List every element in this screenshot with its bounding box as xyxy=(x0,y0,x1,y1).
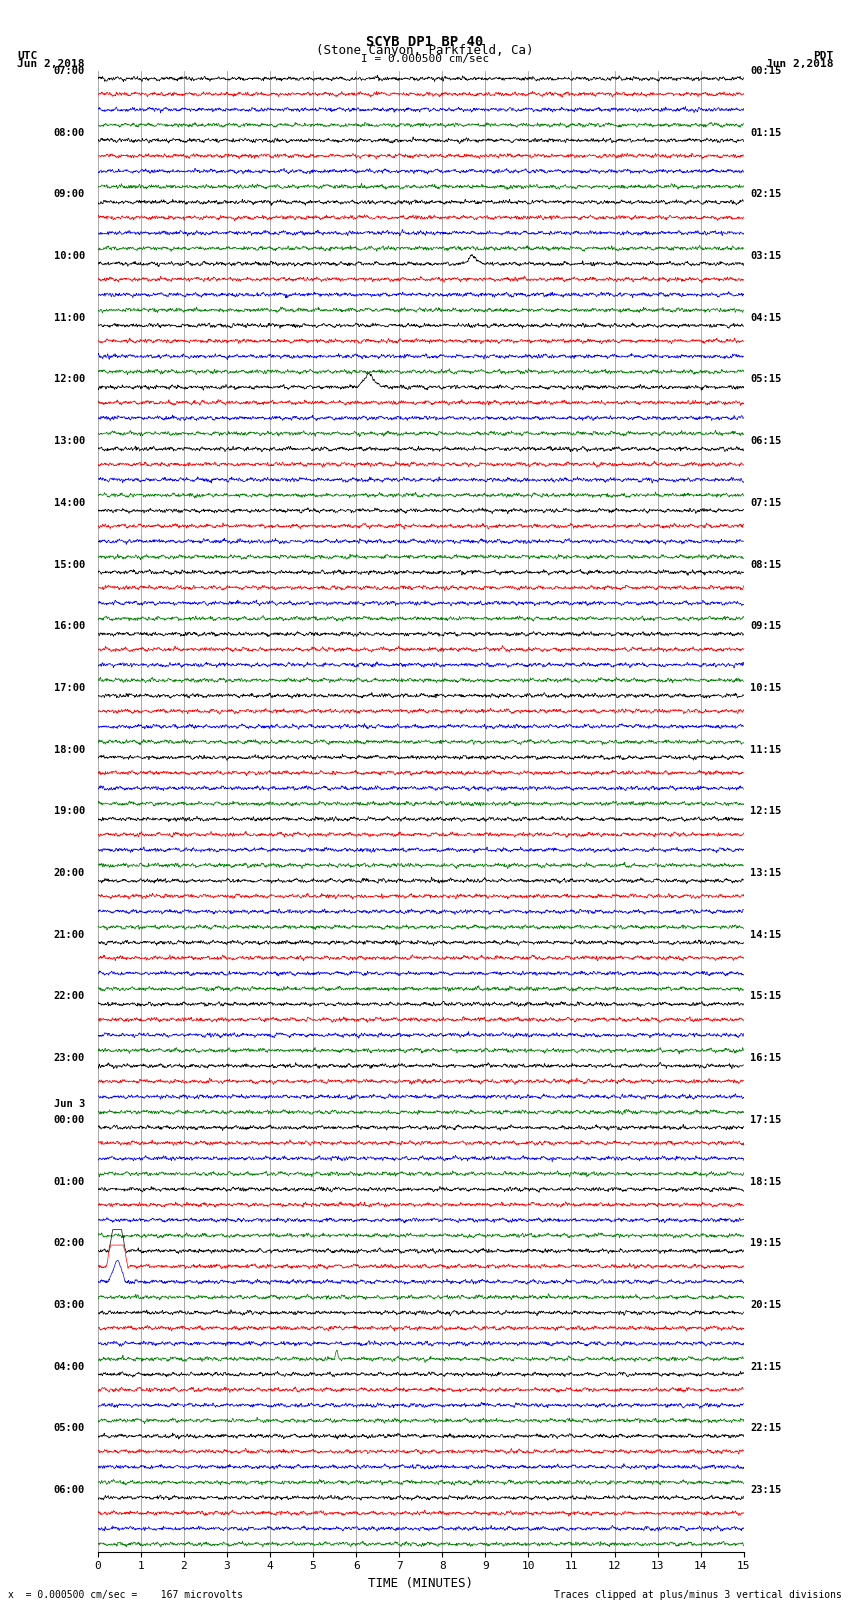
Text: Traces clipped at plus/minus 3 vertical divisions: Traces clipped at plus/minus 3 vertical … xyxy=(553,1590,842,1600)
Text: 15:15: 15:15 xyxy=(751,992,781,1002)
Text: Jun 2,2018: Jun 2,2018 xyxy=(17,58,84,69)
Text: 19:15: 19:15 xyxy=(751,1239,781,1248)
Text: 14:00: 14:00 xyxy=(54,498,85,508)
Text: Jun 2,2018: Jun 2,2018 xyxy=(766,58,833,69)
Text: 20:15: 20:15 xyxy=(751,1300,781,1310)
Text: 03:00: 03:00 xyxy=(54,1300,85,1310)
Text: 21:15: 21:15 xyxy=(751,1361,781,1371)
Text: 06:00: 06:00 xyxy=(54,1486,85,1495)
Text: 12:15: 12:15 xyxy=(751,806,781,816)
Text: 08:00: 08:00 xyxy=(54,127,85,137)
Text: 18:00: 18:00 xyxy=(54,745,85,755)
Text: 13:00: 13:00 xyxy=(54,436,85,447)
Text: 01:00: 01:00 xyxy=(54,1176,85,1187)
Text: 01:15: 01:15 xyxy=(751,127,781,137)
Text: 09:00: 09:00 xyxy=(54,189,85,200)
Text: 07:15: 07:15 xyxy=(751,498,781,508)
Text: 00:15: 00:15 xyxy=(751,66,781,76)
Text: 19:00: 19:00 xyxy=(54,806,85,816)
Text: 23:15: 23:15 xyxy=(751,1486,781,1495)
Text: 06:15: 06:15 xyxy=(751,436,781,447)
Text: 05:00: 05:00 xyxy=(54,1423,85,1434)
Text: 15:00: 15:00 xyxy=(54,560,85,569)
Text: x  = 0.000500 cm/sec =    167 microvolts: x = 0.000500 cm/sec = 167 microvolts xyxy=(8,1590,243,1600)
Text: 18:15: 18:15 xyxy=(751,1176,781,1187)
Text: 10:15: 10:15 xyxy=(751,682,781,694)
Text: 20:00: 20:00 xyxy=(54,868,85,877)
Text: 23:00: 23:00 xyxy=(54,1053,85,1063)
Text: 11:00: 11:00 xyxy=(54,313,85,323)
X-axis label: TIME (MINUTES): TIME (MINUTES) xyxy=(368,1578,473,1590)
Text: 17:00: 17:00 xyxy=(54,682,85,694)
Text: 21:00: 21:00 xyxy=(54,929,85,940)
Text: 02:15: 02:15 xyxy=(751,189,781,200)
Text: 16:00: 16:00 xyxy=(54,621,85,631)
Text: 17:15: 17:15 xyxy=(751,1115,781,1124)
Text: 07:00: 07:00 xyxy=(54,66,85,76)
Text: 04:15: 04:15 xyxy=(751,313,781,323)
Text: 22:00: 22:00 xyxy=(54,992,85,1002)
Text: (Stone Canyon, Parkfield, Ca): (Stone Canyon, Parkfield, Ca) xyxy=(316,44,534,58)
Text: 13:15: 13:15 xyxy=(751,868,781,877)
Text: 10:00: 10:00 xyxy=(54,252,85,261)
Text: PDT: PDT xyxy=(813,50,833,61)
Text: SCYB DP1 BP 40: SCYB DP1 BP 40 xyxy=(366,35,484,48)
Text: UTC: UTC xyxy=(17,50,37,61)
Text: 12:00: 12:00 xyxy=(54,374,85,384)
Text: 16:15: 16:15 xyxy=(751,1053,781,1063)
Text: 02:00: 02:00 xyxy=(54,1239,85,1248)
Text: 11:15: 11:15 xyxy=(751,745,781,755)
Text: Jun 3: Jun 3 xyxy=(54,1100,85,1110)
Text: 08:15: 08:15 xyxy=(751,560,781,569)
Text: 22:15: 22:15 xyxy=(751,1423,781,1434)
Text: 04:00: 04:00 xyxy=(54,1361,85,1371)
Text: 03:15: 03:15 xyxy=(751,252,781,261)
Text: 05:15: 05:15 xyxy=(751,374,781,384)
Text: I = 0.000500 cm/sec: I = 0.000500 cm/sec xyxy=(361,53,489,65)
Text: 09:15: 09:15 xyxy=(751,621,781,631)
Text: 14:15: 14:15 xyxy=(751,929,781,940)
Text: 00:00: 00:00 xyxy=(54,1115,85,1124)
